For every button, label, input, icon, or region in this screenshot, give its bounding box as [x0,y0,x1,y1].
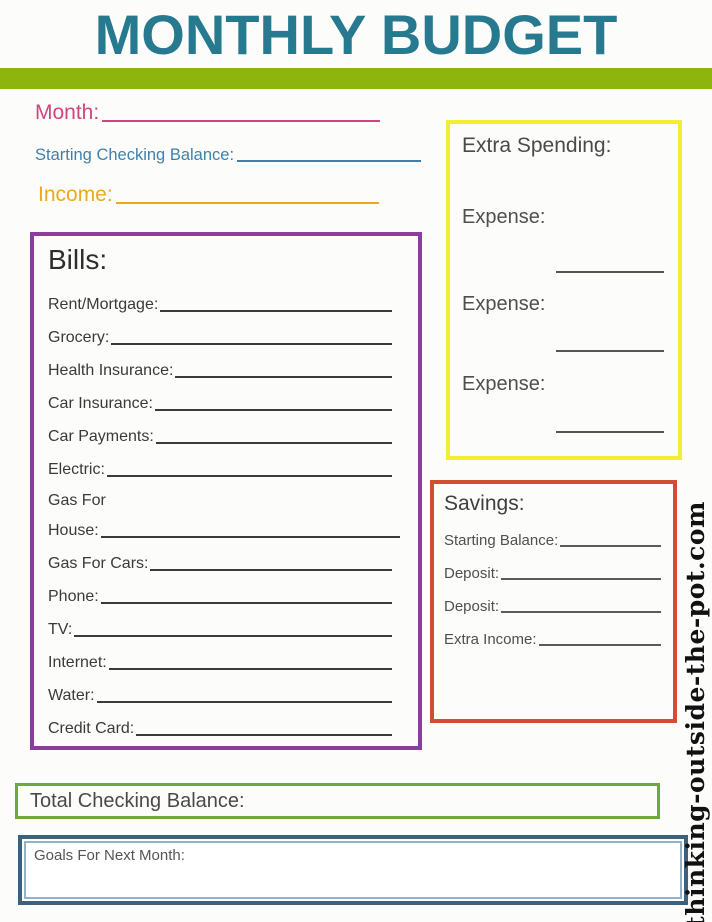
bill-label: Electric: [48,461,105,478]
bills-row: Car Payments: [48,416,404,449]
savings-row: Extra Income: [444,619,663,652]
expense-blank[interactable] [556,271,664,273]
bill-blank[interactable] [150,569,392,571]
bill-label: Water: [48,687,95,704]
savings-blank[interactable] [538,644,661,646]
month-field: Month: [35,101,380,125]
bill-label: Rent/Mortgage: [48,296,159,313]
bills-row: Car Insurance: [48,383,404,416]
savings-row: Starting Balance: [444,520,663,553]
bills-row-gas-for-house: Gas For House: [48,482,404,543]
total-checking-balance-label: Total Checking Balance: [30,789,245,812]
bills-row: Gas For Cars: [48,543,404,576]
bill-label: House: [48,522,99,539]
bill-label: Phone: [48,588,99,605]
bills-title: Bills: [48,244,108,275]
bill-label: Car Payments: [48,428,154,445]
savings-blank[interactable] [501,611,661,613]
bill-blank[interactable] [100,536,400,538]
bill-label: Internet: [48,654,107,671]
bills-row: Internet: [48,642,404,675]
expense-blank[interactable] [556,350,664,352]
watermark-site-url: thinking-outside-the-pot.com [681,501,710,922]
savings-title: Savings: [444,492,525,515]
extra-spending-section: Extra Spending: Expense: Expense: Expens… [446,120,682,460]
goals-input-area[interactable]: Goals For Next Month: [24,841,682,899]
bill-label: Grocery: [48,329,110,346]
savings-section: Savings: Starting Balance: Deposit: Depo… [430,480,677,723]
bill-label: Gas For Cars: [48,555,149,572]
bill-blank[interactable] [108,668,392,670]
bill-blank[interactable] [96,701,392,703]
income-blank[interactable] [115,202,379,204]
starting-checking-balance-label: Starting Checking Balance: [35,146,235,164]
bill-blank[interactable] [160,310,392,312]
bill-blank[interactable] [136,734,392,736]
bill-blank[interactable] [175,376,392,378]
savings-row: Deposit: [444,553,663,586]
savings-blank[interactable] [560,545,661,547]
bills-row: TV: [48,609,404,642]
goals-label: Goals For Next Month: [34,847,185,864]
header-divider-bar [0,68,712,89]
extra-spending-title: Extra Spending: [462,134,612,157]
bill-label: Gas For [48,492,106,509]
page-title: MONTHLY BUDGET [94,3,618,66]
bill-blank[interactable] [106,475,392,477]
month-blank[interactable] [102,120,380,122]
bills-row: Credit Card: [48,708,404,741]
bill-blank[interactable] [111,343,392,345]
bills-row: Rent/Mortgage: [48,284,404,317]
total-checking-balance-blank[interactable] [245,786,657,816]
expense-label: Expense: [462,293,546,315]
bill-label: Health Insurance: [48,362,174,379]
bills-row: Electric: [48,449,404,482]
savings-label: Deposit: [444,565,500,582]
bills-row: Health Insurance: [48,350,404,383]
expense-label: Expense: [462,373,546,395]
expense-blank[interactable] [556,431,664,433]
bill-blank[interactable] [74,635,392,637]
income-label: Income: [38,183,113,206]
bill-blank[interactable] [155,442,392,444]
bill-blank[interactable] [100,602,392,604]
bills-row: Grocery: [48,317,404,350]
savings-blank[interactable] [501,578,661,580]
savings-label: Deposit: [444,598,500,615]
expense-label: Expense: [462,206,546,228]
month-label: Month: [35,101,100,124]
bill-label: TV: [48,621,73,638]
starting-checking-balance-blank[interactable] [237,160,421,162]
savings-row: Deposit: [444,586,663,619]
bills-section: Bills: Rent/Mortgage: Grocery: Health In… [30,232,422,750]
goals-section: Goals For Next Month: [18,835,688,905]
savings-label: Extra Income: [444,631,537,648]
savings-label: Starting Balance: [444,532,559,549]
bills-row: Water: [48,675,404,708]
bill-label: Car Insurance: [48,395,153,412]
starting-checking-balance-field: Starting Checking Balance: [35,146,421,165]
income-field: Income: [38,183,379,207]
bill-blank[interactable] [154,409,392,411]
bill-label: Credit Card: [48,720,135,737]
bills-row: Phone: [48,576,404,609]
total-checking-balance-section: Total Checking Balance: [15,783,660,819]
